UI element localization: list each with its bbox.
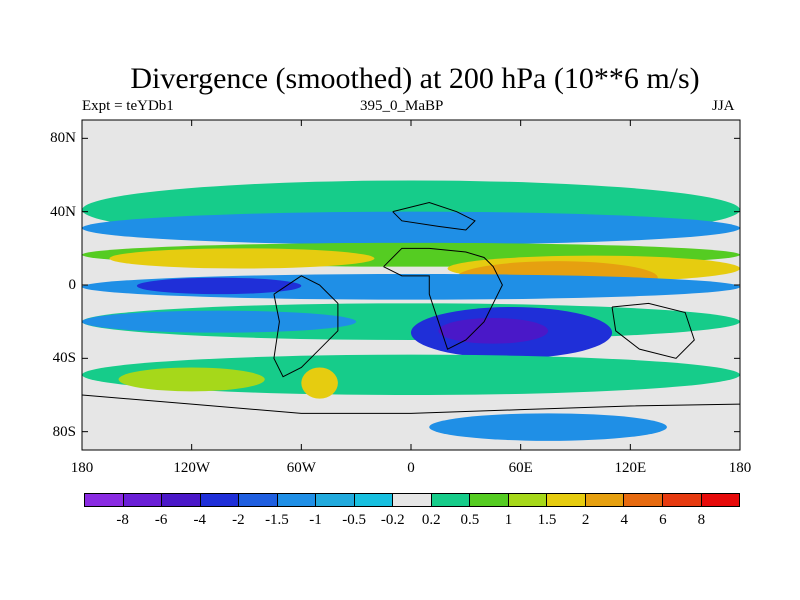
colorbar-swatch <box>354 494 394 506</box>
y-tick-label: 40N <box>50 203 76 220</box>
colorbar-label: -1 <box>309 512 322 528</box>
y-tick-label: 0 <box>68 277 77 293</box>
coastline-3 <box>392 201 476 231</box>
colorbar-swatch <box>393 494 432 506</box>
x-tick-label: 0 <box>407 460 415 476</box>
colorbar-label: -0.5 <box>342 512 366 528</box>
colorbar-swatch <box>547 494 586 506</box>
coastline-1 <box>273 275 339 378</box>
x-tick-label: 60E <box>508 460 533 476</box>
run-label: 395_0_MaBP <box>360 98 444 114</box>
divergence-region-15 <box>429 413 667 441</box>
colorbar-label: -4 <box>193 512 207 528</box>
x-tick-label: 180 <box>70 460 94 476</box>
colorbar-swatch <box>123 494 163 506</box>
colorbar-label: 0.5 <box>460 512 480 528</box>
colorbar-label: 4 <box>620 512 628 528</box>
season-label: JJA <box>712 98 735 114</box>
divergence-region-9 <box>82 310 357 333</box>
colorbar-swatch <box>277 494 317 506</box>
colorbar-label: -1.5 <box>265 512 289 528</box>
colorbar-label: 1.5 <box>537 512 557 528</box>
colorbar-label: 6 <box>659 512 667 528</box>
colorbar-swatch <box>662 494 702 506</box>
colorbar-label: 1 <box>504 512 513 528</box>
x-tick-label: 120W <box>173 460 210 476</box>
x-tick-label: 60W <box>286 460 316 476</box>
colorbar-label: 2 <box>581 512 590 528</box>
divergence-region-3 <box>109 248 375 269</box>
colorbar-swatch <box>162 494 201 506</box>
divergence-region-14 <box>301 367 338 399</box>
colorbar-swatch <box>470 494 509 506</box>
coastline-2 <box>611 302 695 359</box>
colorbar-swatch <box>585 494 625 506</box>
coastline-0 <box>383 247 503 350</box>
y-tick-label: 80N <box>50 130 76 147</box>
colorbar-label: -8 <box>116 512 129 528</box>
divergence-region-13 <box>118 367 265 392</box>
colorbar-swatch <box>701 494 740 506</box>
colorbar-swatch <box>85 494 124 506</box>
colorbar-swatch <box>431 494 471 506</box>
colorbar-label: -2 <box>232 512 245 528</box>
colorbar-swatch <box>508 494 548 506</box>
chart-title: Divergence (smoothed) at 200 hPa (10**6 … <box>130 62 700 95</box>
y-tick-label: 80S <box>52 423 76 440</box>
colorbar-label: -6 <box>154 512 168 528</box>
coastline-4 <box>82 394 740 414</box>
colorbar-swatch <box>200 494 240 506</box>
experiment-label: Expt = teYDb1 <box>82 98 174 114</box>
divergence-region-1 <box>82 211 740 245</box>
colorbar-label: 8 <box>697 512 706 528</box>
x-tick-label: 180 <box>728 460 752 476</box>
y-tick-label: 40S <box>52 350 76 367</box>
colorbar-label: 0.2 <box>421 512 441 528</box>
divergence-region-11 <box>438 318 549 344</box>
x-tick-label: 120E <box>614 460 647 476</box>
colorbar <box>84 493 740 507</box>
colorbar-swatch <box>624 494 663 506</box>
colorbar-swatch <box>239 494 278 506</box>
colorbar-label: -0.2 <box>380 512 405 528</box>
colorbar-swatch <box>316 494 355 506</box>
divergence-region-7 <box>136 277 302 295</box>
